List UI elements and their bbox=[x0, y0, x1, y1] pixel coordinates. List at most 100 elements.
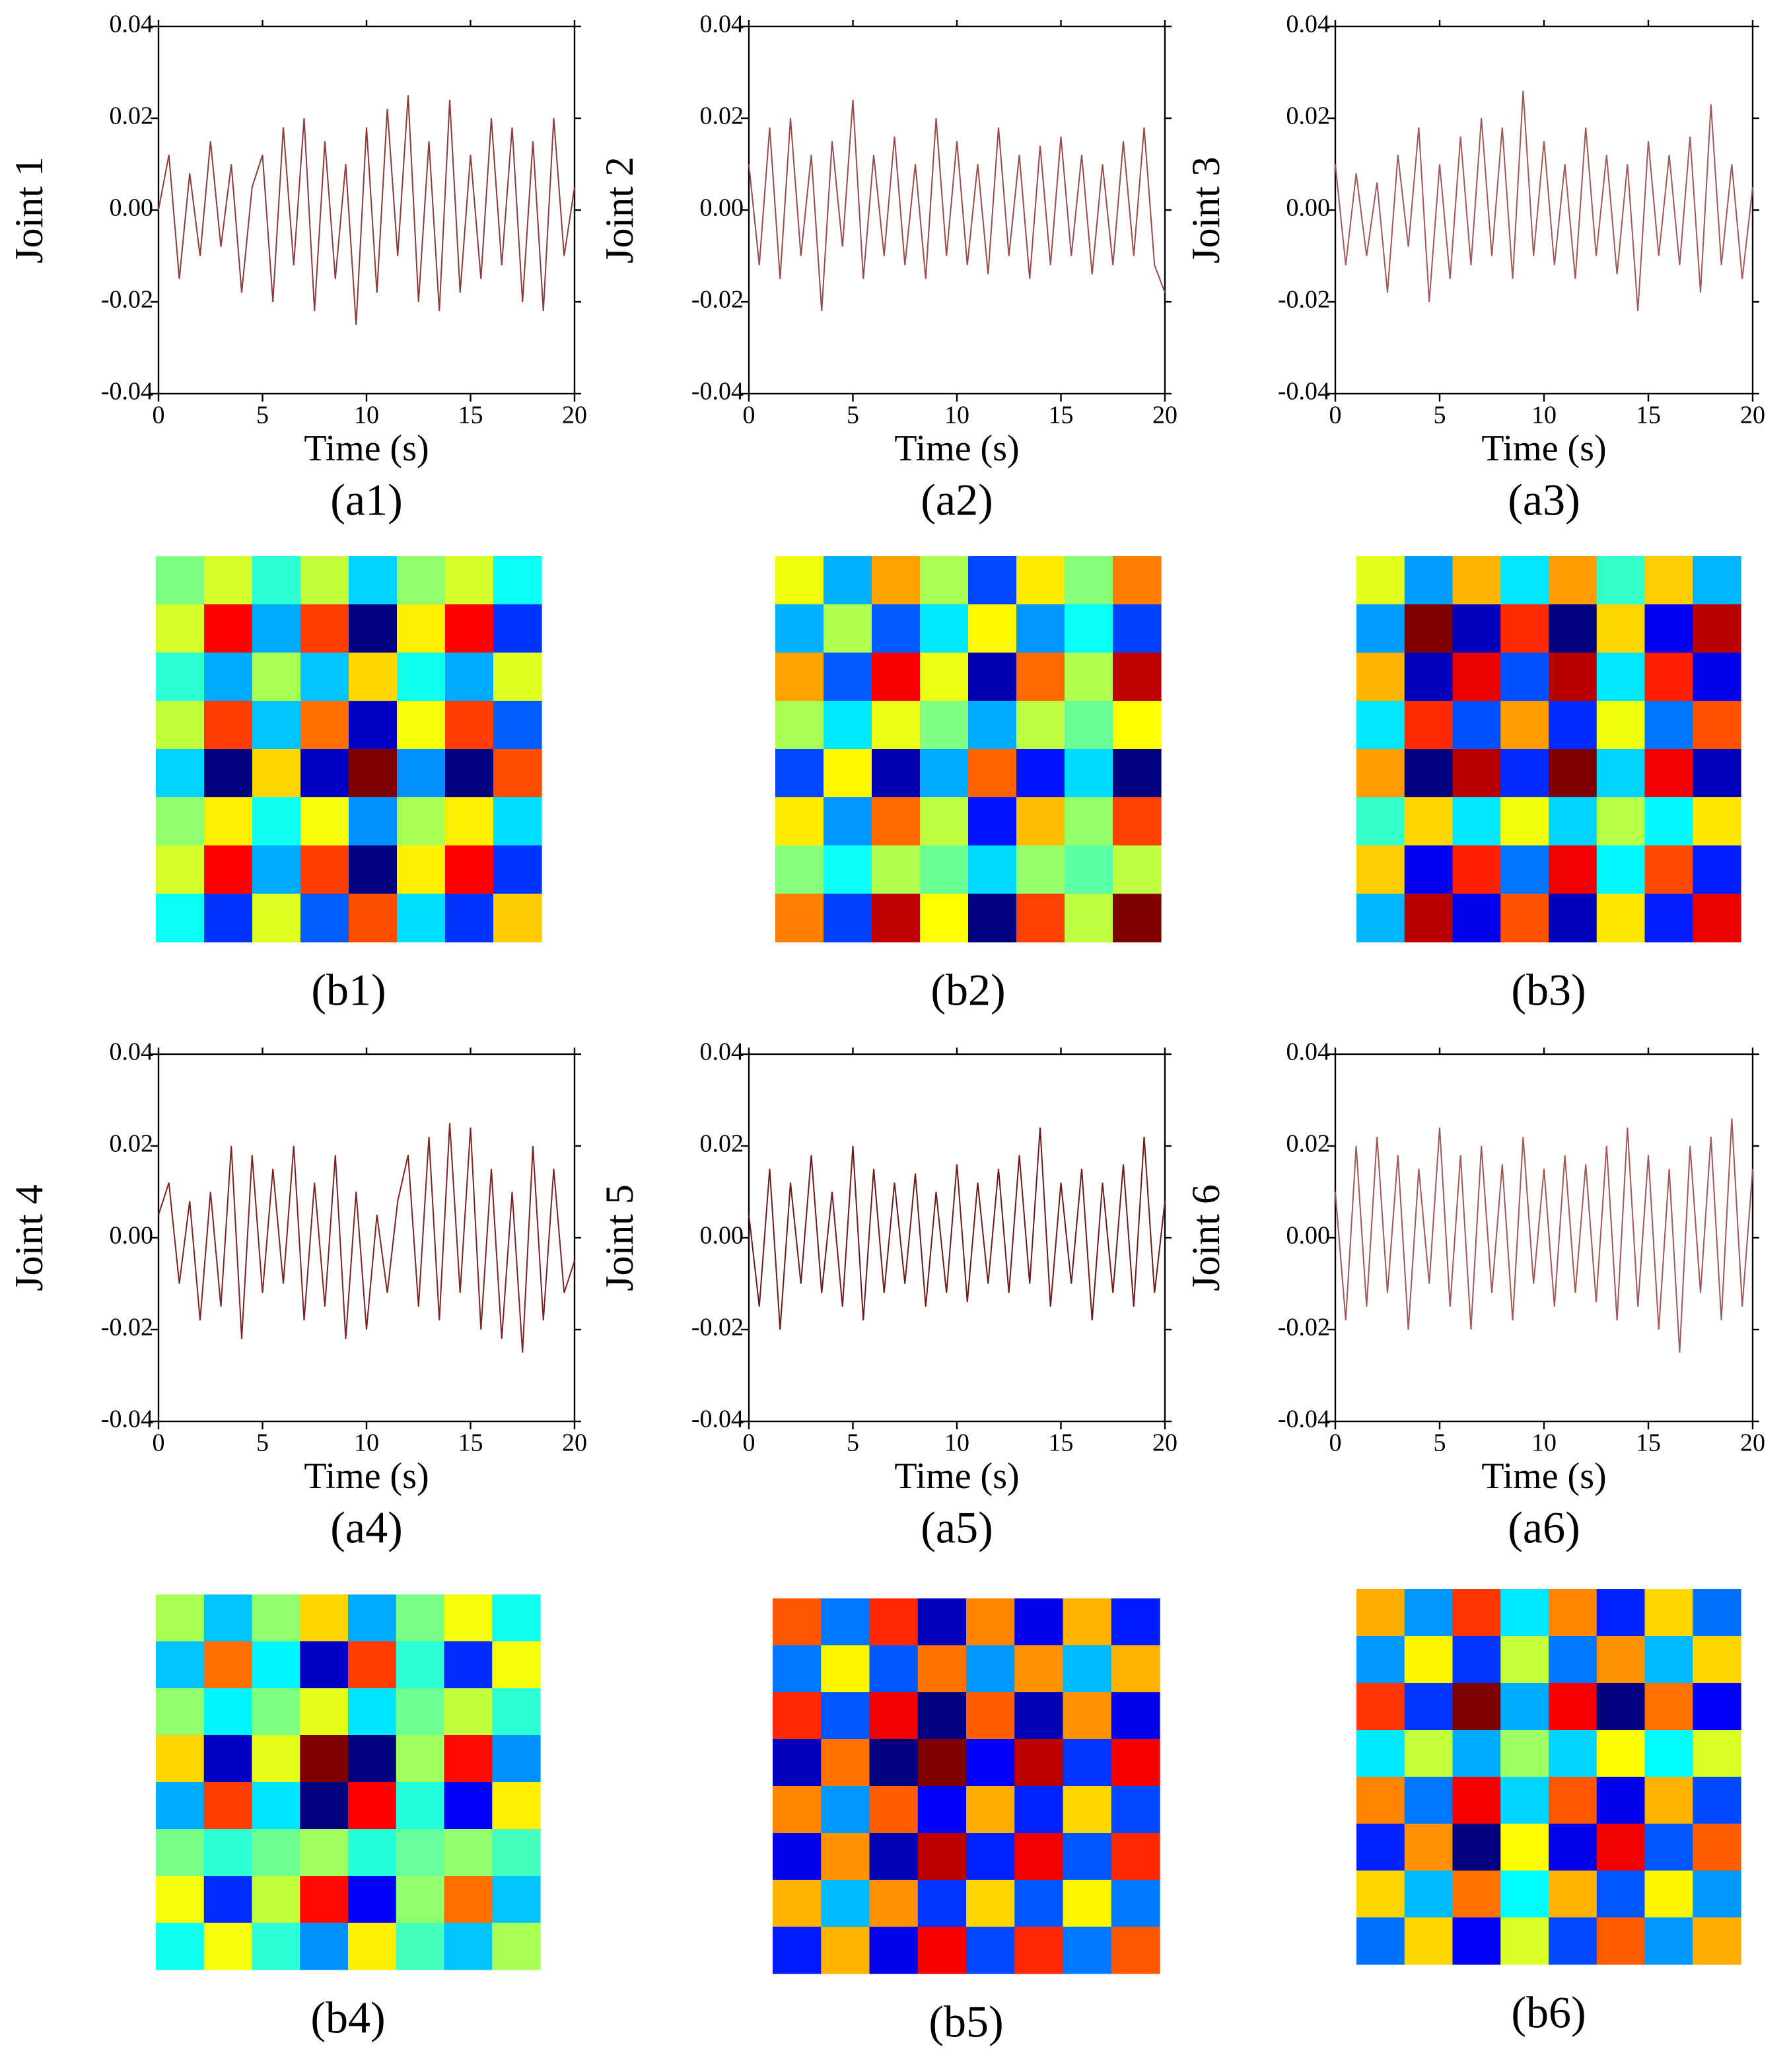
heatmap-cell bbox=[775, 845, 824, 894]
heatmap-cell bbox=[1111, 1927, 1160, 1974]
heatmap-cell bbox=[917, 1786, 967, 1834]
x-tick-label: 10 bbox=[1531, 402, 1557, 429]
heatmap-cell bbox=[1016, 556, 1065, 605]
heatmap-cell bbox=[1596, 1871, 1646, 1918]
heatmap-cell bbox=[1063, 1786, 1112, 1834]
heatmap-cell bbox=[1644, 701, 1693, 750]
heatmap-cell bbox=[968, 653, 1017, 701]
heatmap-cell bbox=[824, 604, 872, 653]
heatmap-cell bbox=[920, 845, 969, 894]
heatmap-cell bbox=[300, 749, 349, 798]
heatmap-cell bbox=[348, 1688, 397, 1736]
heatmap-cell bbox=[920, 749, 969, 798]
heatmap-cell bbox=[821, 1739, 870, 1787]
panel-caption: (a1) bbox=[330, 475, 402, 525]
heatmap-cell bbox=[968, 845, 1017, 894]
heatmap-cell bbox=[1065, 701, 1113, 750]
heatmap-cell bbox=[773, 1739, 822, 1787]
heatmap-cell bbox=[1404, 1917, 1454, 1965]
heatmap-cell bbox=[968, 749, 1017, 798]
line-panel: -0.04 -0.02 0.00 0.02 0.04 0 5 10 15 20 Joint 3 Tim… bbox=[1184, 11, 1765, 525]
heatmap-cell bbox=[1596, 894, 1646, 943]
heatmap-cell bbox=[349, 653, 398, 701]
heatmap-cell bbox=[1596, 701, 1646, 750]
heatmap-cell bbox=[1065, 604, 1113, 653]
heatmap-cell bbox=[493, 556, 542, 605]
heatmap-cell bbox=[1644, 1917, 1693, 1965]
heatmap-cell bbox=[1016, 701, 1065, 750]
y-tick-label: 0.00 bbox=[1286, 1222, 1331, 1250]
heatmap-cell bbox=[1452, 1777, 1501, 1824]
heatmap-cell bbox=[397, 797, 446, 846]
x-tick-label: 15 bbox=[458, 402, 483, 429]
heatmap-cell bbox=[1063, 1692, 1112, 1740]
heatmap-cell bbox=[1356, 653, 1405, 701]
heatmap-cell bbox=[1356, 894, 1405, 943]
heatmap-cell bbox=[300, 653, 349, 701]
heatmap-cell bbox=[917, 1692, 967, 1740]
y-tick-label: 0.02 bbox=[700, 102, 744, 130]
heatmap-cell bbox=[1596, 1824, 1646, 1871]
heatmap-cell bbox=[1113, 749, 1162, 798]
y-tick-label: -0.02 bbox=[101, 1314, 153, 1341]
x-axis-label: Time (s) bbox=[894, 1456, 1019, 1497]
heatmap-cell bbox=[1404, 845, 1454, 894]
heatmap-cell bbox=[1452, 894, 1501, 943]
heatmap-cell bbox=[1596, 1683, 1646, 1731]
heatmap-cell bbox=[1500, 604, 1549, 653]
heatmap-cell bbox=[156, 556, 205, 605]
heatmap-cell bbox=[1596, 1917, 1646, 1965]
heatmap-cell bbox=[917, 1833, 967, 1880]
heatmap-cell bbox=[775, 556, 824, 605]
heatmap-cell bbox=[773, 1598, 822, 1646]
heatmap-cell bbox=[252, 556, 301, 605]
heatmap-cell bbox=[156, 1876, 205, 1923]
heatmap-cell bbox=[1111, 1645, 1160, 1693]
heatmap-cell bbox=[300, 797, 349, 846]
heatmap-cell bbox=[773, 1645, 822, 1693]
heatmap-cell bbox=[156, 604, 205, 653]
heatmap-cell bbox=[1113, 556, 1162, 605]
heatmap-cell bbox=[1014, 1692, 1064, 1740]
heatmap-cell bbox=[1452, 1730, 1501, 1777]
heatmap-cell bbox=[493, 749, 542, 798]
plot-frame bbox=[748, 1053, 1166, 1423]
heatmap-cell bbox=[966, 1927, 1015, 1974]
heatmap-cell bbox=[156, 797, 205, 846]
heatmap-cell bbox=[1016, 797, 1065, 846]
heatmap-cell bbox=[917, 1927, 967, 1974]
heatmap-cell bbox=[348, 1829, 397, 1876]
heatmap-cell bbox=[156, 1641, 205, 1689]
signal-line bbox=[1335, 1118, 1753, 1353]
heatmap-cell bbox=[824, 797, 872, 846]
heatmap-cell bbox=[444, 1641, 493, 1689]
heatmap-cell bbox=[396, 1641, 445, 1689]
heatmap-cell bbox=[300, 1782, 349, 1830]
heatmap-cell bbox=[1404, 1683, 1454, 1731]
heatmap-cell bbox=[1014, 1833, 1064, 1880]
heatmap-cell bbox=[1065, 653, 1113, 701]
panel-caption: (a6) bbox=[1508, 1503, 1580, 1553]
y-tick-label: 0.04 bbox=[700, 11, 744, 38]
heatmap-cell bbox=[204, 701, 253, 750]
heatmap-cell bbox=[445, 894, 494, 943]
heatmap-cell bbox=[252, 1735, 300, 1783]
heatmap-cell bbox=[1404, 653, 1454, 701]
heatmap-cell bbox=[824, 556, 872, 605]
heatmap-cell bbox=[1356, 1824, 1405, 1871]
heatmap-cell bbox=[492, 1876, 541, 1923]
heatmap-cell bbox=[1014, 1645, 1064, 1693]
heatmap-cell bbox=[1596, 1777, 1646, 1824]
heatmap-cell bbox=[1644, 556, 1693, 605]
heatmap-cell bbox=[821, 1833, 870, 1880]
heatmap-cell bbox=[252, 894, 301, 943]
heatmap-cell bbox=[444, 1876, 493, 1923]
heatmap-cell bbox=[1065, 556, 1113, 605]
heatmap-cell bbox=[1404, 1871, 1454, 1918]
heatmap-cell bbox=[300, 1876, 349, 1923]
panel-caption: (b4) bbox=[310, 1993, 385, 2043]
panel-caption: (b1) bbox=[311, 965, 386, 1015]
panel-caption: (a3) bbox=[1508, 475, 1580, 525]
x-tick-label: 20 bbox=[1152, 1429, 1177, 1457]
